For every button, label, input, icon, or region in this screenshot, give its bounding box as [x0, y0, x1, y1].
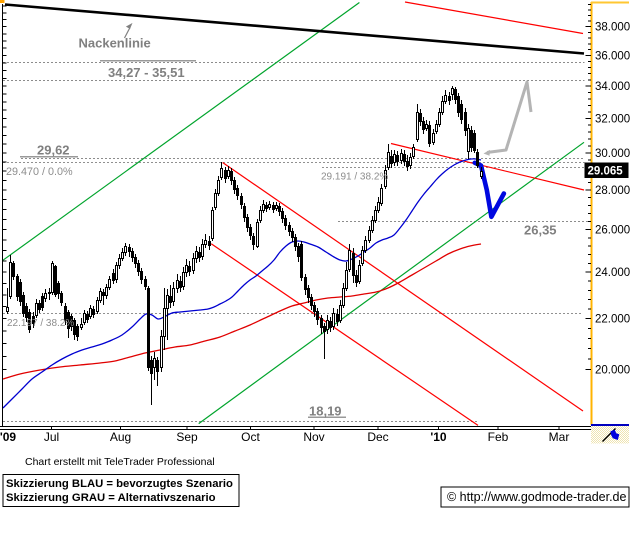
- svg-text:'09: '09: [0, 430, 16, 444]
- svg-text:22.197 / 38.2%: 22.197 / 38.2%: [7, 318, 74, 329]
- svg-text:28.000: 28.000: [595, 185, 630, 197]
- svg-text:'10: '10: [430, 430, 447, 444]
- svg-text:Mar: Mar: [549, 430, 570, 444]
- svg-text:Nov: Nov: [303, 430, 324, 444]
- svg-text:24.000: 24.000: [595, 267, 630, 279]
- svg-text:29.065: 29.065: [588, 165, 624, 177]
- svg-text:22.000: 22.000: [595, 314, 630, 326]
- svg-text:© http://www.godmode-trader.d: © http://www.godmode-trader.de: [447, 490, 626, 504]
- svg-text:Chart erstellt mit TeleTrader: Chart erstellt mit TeleTrader Profession…: [25, 456, 215, 468]
- svg-text:26.000: 26.000: [595, 225, 630, 237]
- svg-text:Skizzierung BLAU = bevorzugtes: Skizzierung BLAU = bevorzugtes Szenario: [6, 478, 233, 490]
- svg-text:Feb: Feb: [488, 430, 509, 444]
- svg-text:Dec: Dec: [367, 430, 388, 444]
- svg-text:38.000: 38.000: [595, 22, 630, 34]
- svg-text:34.000: 34.000: [595, 81, 630, 93]
- svg-text:Sep: Sep: [176, 430, 198, 444]
- svg-text:29.191 / 38.2%: 29.191 / 38.2%: [321, 172, 388, 183]
- svg-text:29.470 / 0.0%: 29.470 / 0.0%: [6, 166, 73, 178]
- svg-text:36.000: 36.000: [595, 51, 630, 63]
- svg-text:32.000: 32.000: [595, 114, 630, 126]
- svg-text:Oct: Oct: [241, 430, 260, 444]
- svg-text:30.000: 30.000: [595, 148, 630, 160]
- svg-text:Aug: Aug: [110, 430, 131, 444]
- svg-text:Skizzierung GRAU = Alternativs: Skizzierung GRAU = Alternativszenario: [6, 492, 216, 504]
- svg-text:29,62: 29,62: [37, 143, 70, 158]
- svg-text:Jul: Jul: [44, 430, 59, 444]
- svg-text:26,35: 26,35: [524, 223, 557, 238]
- svg-text:Nackenlinie: Nackenlinie: [79, 36, 151, 51]
- svg-text:34,27 - 35,51: 34,27 - 35,51: [108, 65, 185, 80]
- svg-text:20.000: 20.000: [595, 365, 630, 377]
- svg-text:18,19: 18,19: [309, 404, 342, 419]
